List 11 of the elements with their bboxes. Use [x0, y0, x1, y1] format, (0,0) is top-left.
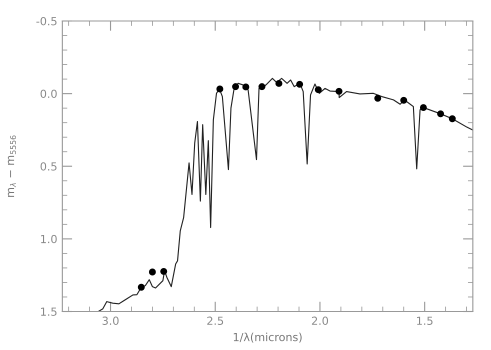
x-tick-label: 2.0: [312, 316, 328, 325]
x-tick-label: 2.5: [207, 316, 224, 325]
y-tick-label: 0.0: [40, 90, 57, 98]
y-axis-title: m$_{λ}$ − m$_{5556}$: [8, 135, 16, 197]
y-tick-label: -0.5: [36, 16, 57, 26]
x-tick-label: 1.5: [417, 316, 433, 325]
x-axis-title: 1/λ(microns): [234, 332, 302, 343]
x-tick-label: 3.0: [102, 316, 119, 325]
y-tick-label: 1.5: [41, 308, 57, 316]
y-tick-label: 0.5: [40, 162, 57, 171]
y-tick-label: 1.0: [41, 234, 57, 244]
